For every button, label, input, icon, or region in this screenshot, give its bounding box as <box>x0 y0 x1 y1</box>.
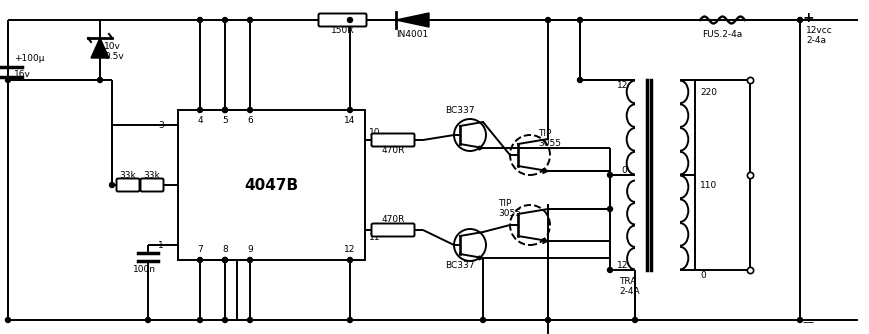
Text: 220: 220 <box>700 88 717 97</box>
Text: 12: 12 <box>344 245 355 255</box>
Text: 2: 2 <box>158 180 164 189</box>
FancyBboxPatch shape <box>116 178 140 191</box>
Circle shape <box>222 17 228 22</box>
Circle shape <box>222 318 228 323</box>
Polygon shape <box>91 38 109 58</box>
Circle shape <box>248 17 253 22</box>
Text: 16v: 16v <box>14 69 31 78</box>
Text: 1: 1 <box>158 240 164 249</box>
Text: 33k: 33k <box>120 170 136 179</box>
Circle shape <box>546 318 550 323</box>
Circle shape <box>5 318 10 323</box>
Circle shape <box>348 108 353 113</box>
Text: 2-4a: 2-4a <box>806 35 826 44</box>
Text: 0.5v: 0.5v <box>104 51 123 60</box>
Circle shape <box>348 318 353 323</box>
Text: 4: 4 <box>197 116 202 125</box>
Text: TRA: TRA <box>619 278 636 287</box>
Circle shape <box>145 318 150 323</box>
Circle shape <box>607 172 613 177</box>
Text: 3055: 3055 <box>538 139 561 148</box>
Polygon shape <box>396 13 429 27</box>
Text: 33k: 33k <box>143 170 161 179</box>
Polygon shape <box>543 238 548 243</box>
Text: 12vcc: 12vcc <box>806 25 833 34</box>
Text: +: + <box>802 11 813 25</box>
Circle shape <box>546 17 550 22</box>
Circle shape <box>578 77 582 82</box>
Text: TIP: TIP <box>498 198 511 207</box>
Text: FUS.2-4a: FUS.2-4a <box>702 29 743 38</box>
Polygon shape <box>479 256 483 260</box>
Circle shape <box>197 17 202 22</box>
Circle shape <box>348 258 353 263</box>
Text: 3055: 3055 <box>498 208 521 217</box>
Text: 6: 6 <box>247 116 253 125</box>
Text: 470R: 470R <box>381 146 405 155</box>
Text: 10: 10 <box>369 128 381 137</box>
Circle shape <box>222 258 228 263</box>
Circle shape <box>222 108 228 113</box>
Circle shape <box>578 17 582 22</box>
Polygon shape <box>543 168 548 173</box>
Text: BC337: BC337 <box>445 261 474 270</box>
Text: +100µ: +100µ <box>14 53 44 62</box>
Circle shape <box>248 108 253 113</box>
Text: 150R: 150R <box>331 25 355 34</box>
Circle shape <box>97 77 103 82</box>
Text: 0: 0 <box>621 166 627 174</box>
Text: 7: 7 <box>197 245 202 255</box>
FancyBboxPatch shape <box>319 13 367 26</box>
Circle shape <box>222 258 228 263</box>
FancyBboxPatch shape <box>178 110 365 260</box>
Circle shape <box>197 258 202 263</box>
Text: 3: 3 <box>158 121 164 130</box>
FancyBboxPatch shape <box>141 178 163 191</box>
Text: 11: 11 <box>369 233 381 242</box>
FancyBboxPatch shape <box>372 134 415 147</box>
Circle shape <box>5 77 10 82</box>
Text: 2-4A: 2-4A <box>619 288 640 297</box>
Circle shape <box>222 108 228 113</box>
Text: 8: 8 <box>222 245 228 255</box>
Text: 110: 110 <box>700 180 717 189</box>
Polygon shape <box>479 146 483 150</box>
Text: 9: 9 <box>247 245 253 255</box>
Text: BC337: BC337 <box>445 106 474 115</box>
Text: 14: 14 <box>344 116 355 125</box>
Text: —: — <box>802 317 813 327</box>
Text: 12: 12 <box>617 261 628 270</box>
Text: 5: 5 <box>222 116 228 125</box>
Circle shape <box>633 318 638 323</box>
Circle shape <box>109 182 115 187</box>
Circle shape <box>607 268 613 273</box>
Text: 4047B: 4047B <box>244 177 299 192</box>
Text: IN4001: IN4001 <box>396 29 428 38</box>
Circle shape <box>798 17 802 22</box>
FancyBboxPatch shape <box>372 223 415 236</box>
Circle shape <box>481 318 486 323</box>
Circle shape <box>197 318 202 323</box>
Circle shape <box>798 318 802 323</box>
Circle shape <box>607 206 613 211</box>
Text: 470R: 470R <box>381 215 405 224</box>
Circle shape <box>248 318 253 323</box>
Text: 0: 0 <box>700 272 706 281</box>
Circle shape <box>348 17 353 22</box>
Circle shape <box>197 108 202 113</box>
FancyBboxPatch shape <box>695 80 750 270</box>
Circle shape <box>248 258 253 263</box>
Text: 10v: 10v <box>104 41 121 50</box>
Text: 100n: 100n <box>132 265 156 274</box>
Text: 12: 12 <box>617 80 628 90</box>
Text: TIP: TIP <box>538 129 551 138</box>
